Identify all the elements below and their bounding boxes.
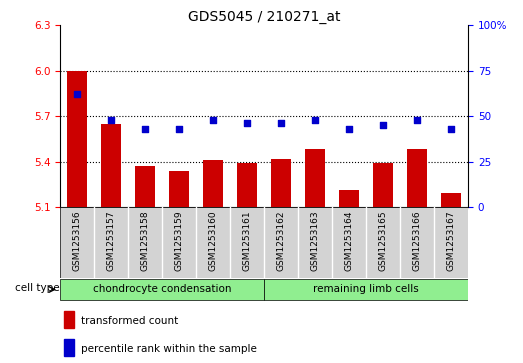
Bar [271, 159, 291, 207]
Text: GSM1253160: GSM1253160 [209, 211, 218, 271]
Point [379, 122, 388, 128]
Point [209, 117, 218, 123]
Bar [373, 163, 393, 207]
Bar [101, 124, 121, 207]
Bar [237, 163, 257, 207]
Bar [203, 160, 223, 207]
Text: GSM1253161: GSM1253161 [243, 211, 252, 271]
Text: GSM1253158: GSM1253158 [141, 211, 150, 271]
Text: GSM1253156: GSM1253156 [73, 211, 82, 271]
Bar [407, 150, 427, 207]
Point [311, 117, 320, 123]
Point [277, 121, 286, 126]
Text: cell type: cell type [15, 283, 60, 293]
Text: GSM1253167: GSM1253167 [447, 211, 456, 271]
Point [345, 126, 354, 132]
Text: percentile rank within the sample: percentile rank within the sample [81, 344, 256, 354]
Bar [305, 150, 325, 207]
Text: GSM1253165: GSM1253165 [379, 211, 388, 271]
Bar [67, 71, 87, 207]
Text: GSM1253163: GSM1253163 [311, 211, 320, 271]
Point [73, 91, 82, 97]
Bar [135, 166, 155, 207]
Bar [264, 279, 468, 300]
Point [447, 126, 456, 132]
Text: chondrocyte condensation: chondrocyte condensation [93, 285, 231, 294]
Title: GDS5045 / 210271_at: GDS5045 / 210271_at [188, 11, 340, 24]
Text: GSM1253166: GSM1253166 [413, 211, 422, 271]
Point [141, 126, 150, 132]
Bar [64, 311, 74, 328]
Text: GSM1253157: GSM1253157 [107, 211, 116, 271]
Bar [60, 279, 264, 300]
Text: GSM1253164: GSM1253164 [345, 211, 354, 271]
Bar [64, 339, 74, 356]
Point [107, 117, 116, 123]
Point [413, 117, 422, 123]
Bar [339, 190, 359, 207]
Point [243, 121, 252, 126]
Text: GSM1253159: GSM1253159 [175, 211, 184, 271]
Text: GSM1253162: GSM1253162 [277, 211, 286, 271]
Text: transformed count: transformed count [81, 316, 178, 326]
Point [175, 126, 184, 132]
Bar [441, 193, 461, 207]
Bar [169, 171, 189, 207]
Text: remaining limb cells: remaining limb cells [313, 285, 419, 294]
